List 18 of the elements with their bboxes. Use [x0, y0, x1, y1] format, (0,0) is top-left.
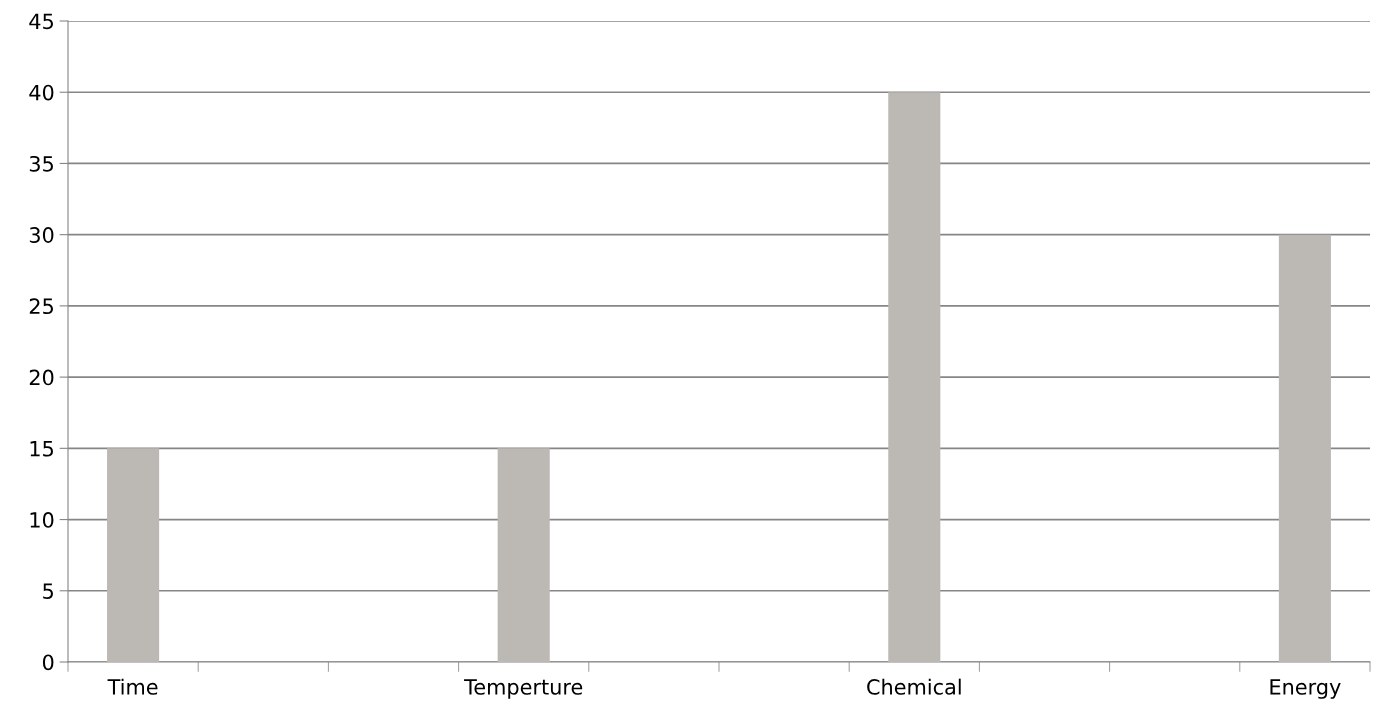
y-tick-label: 15	[30, 441, 53, 457]
bar	[888, 92, 941, 662]
y-tick-label: 5	[43, 583, 53, 599]
bar	[497, 448, 550, 662]
y-tick-label: 20	[29, 369, 54, 386]
x-tick-label: Time	[107, 678, 158, 695]
bar	[1278, 234, 1331, 662]
y-tick-label: 30	[29, 227, 54, 243]
x-tick-label: Chemical	[867, 678, 961, 695]
y-tick-label: 35	[29, 155, 53, 172]
x-tick-label: Temperture	[464, 679, 583, 699]
y-tick-label: 0	[42, 654, 54, 671]
y-tick-label: 10	[30, 512, 54, 528]
x-tick-label: Energy	[1270, 679, 1341, 699]
y-tick-label: 25	[29, 298, 53, 315]
y-tick-label: 45	[29, 13, 53, 30]
y-tick-label: 40	[29, 84, 54, 101]
bar	[107, 448, 160, 662]
